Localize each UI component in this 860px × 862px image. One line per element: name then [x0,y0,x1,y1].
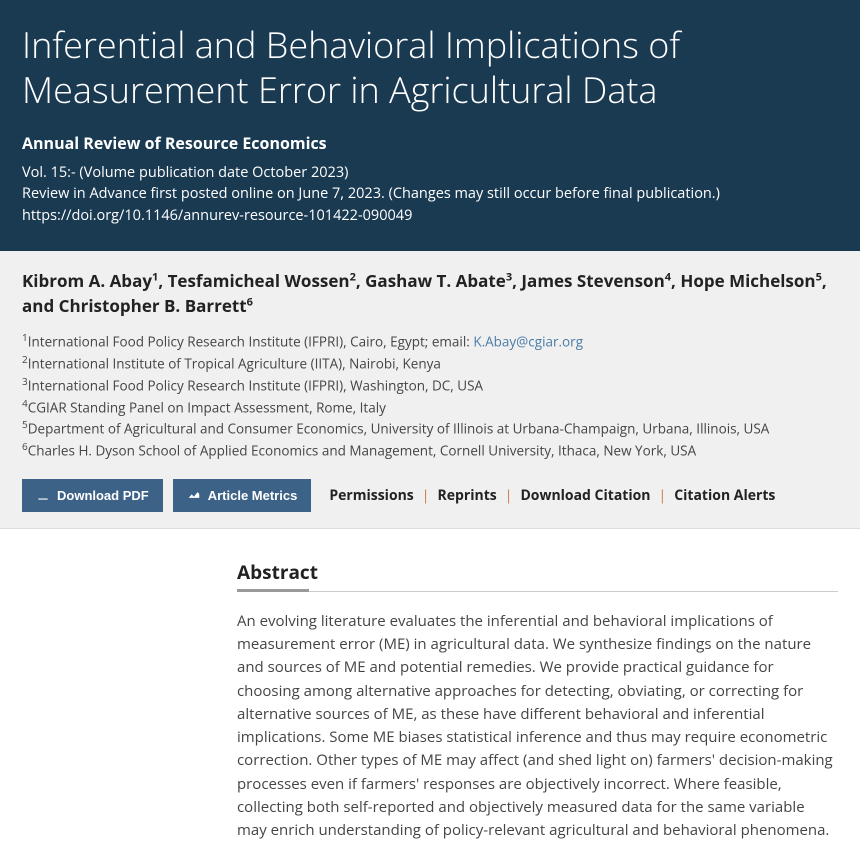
affiliation: 5Department of Agricultural and Consumer… [22,417,838,439]
author: Christopher B. Barrett6 [59,294,253,317]
download-icon [36,488,50,502]
authors-line: Kibrom A. Abay1, Tesfamicheal Wossen2, G… [22,269,838,318]
journal-name: Annual Review of Resource Economics [22,132,838,154]
separator: | [505,486,513,505]
abstract-text: An evolving literature evaluates the inf… [237,610,838,843]
action-link[interactable]: Citation Alerts [674,486,775,505]
action-link[interactable]: Reprints [437,486,496,505]
action-link[interactable]: Permissions [329,486,413,505]
left-column [22,559,237,843]
meta-section: Kibrom A. Abay1, Tesfamicheal Wossen2, G… [0,251,860,529]
volume-info: Vol. 15:- (Volume publication date Octob… [22,162,838,183]
author: Gashaw T. Abate3 [365,269,512,292]
article-metrics-button[interactable]: Article Metrics [173,479,312,512]
article-title: Inferential and Behavioral Implications … [22,22,838,112]
affiliation: 3International Food Policy Research Inst… [22,374,838,396]
affiliation: 6Charles H. Dyson School of Applied Econ… [22,439,838,461]
separator: | [422,486,430,505]
author: Tesfamicheal Wossen2 [168,269,356,292]
download-pdf-label: Download PDF [57,488,149,503]
content-area: Abstract An evolving literature evaluate… [0,529,860,862]
metrics-icon [187,488,201,502]
affiliation: 2International Institute of Tropical Agr… [22,352,838,374]
action-link[interactable]: Download Citation [520,486,650,505]
author: Kibrom A. Abay1 [22,269,158,292]
email-link[interactable]: K.Abay@cgiar.org [473,333,583,351]
article-metrics-label: Article Metrics [208,488,298,503]
actions-row: Download PDF Article Metrics Permissions… [22,479,838,512]
main-column: Abstract An evolving literature evaluate… [237,559,838,843]
separator: | [659,486,667,505]
doi-link[interactable]: https://doi.org/10.1146/annurev-resource… [22,206,838,225]
abstract-heading: Abstract [237,559,838,592]
action-links: Permissions | Reprints | Download Citation | C… [329,486,775,505]
affiliations: 1International Food Policy Research Inst… [22,330,838,461]
author: James Stevenson4 [521,269,671,292]
download-pdf-button[interactable]: Download PDF [22,479,163,512]
affiliation: 1International Food Policy Research Inst… [22,330,838,352]
affiliation: 4CGIAR Standing Panel on Impact Assessme… [22,396,838,418]
article-header: Inferential and Behavioral Implications … [0,0,860,251]
author: Hope Michelson5 [680,269,822,292]
advance-info: Review in Advance first posted online on… [22,183,838,204]
